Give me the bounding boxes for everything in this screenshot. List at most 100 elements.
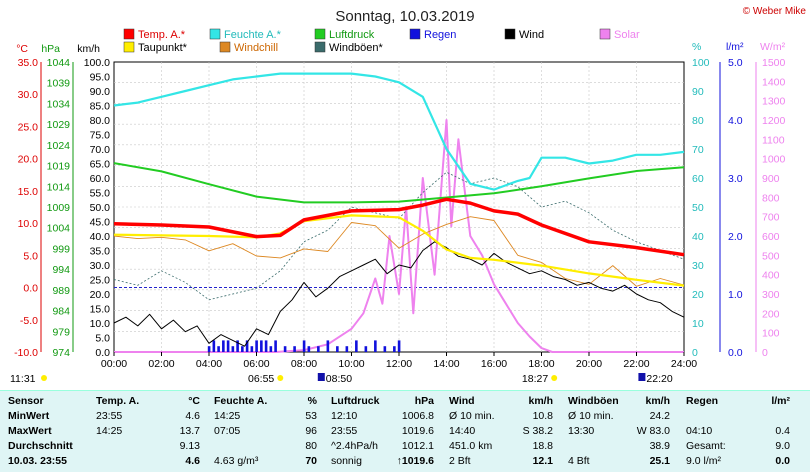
rain-bar: [364, 346, 368, 352]
temp-time: 23:55: [96, 410, 123, 422]
rain-bar: [326, 340, 330, 352]
rain-bar: [397, 340, 401, 352]
x-axis: 00:00 02:00 04:00 06:00 08:00 10:00 12:00 14:00…: [101, 352, 697, 370]
rain-value: 0.4: [775, 425, 790, 437]
x-tick-label: 10:00: [338, 358, 364, 370]
chart-title: Sonntag, 10.03.2019: [335, 8, 474, 25]
series-solar: [114, 119, 684, 353]
header-wind-unit: km/h: [528, 395, 553, 407]
left-axes: °C 35.0 30.0 25.0 20.0 15.0 10.0 5.0 0.0 -5.0 -10.…: [14, 43, 110, 359]
legend-swatch: [123, 41, 135, 53]
rain-value: 0.0: [775, 455, 790, 467]
tick-label: 95.0: [90, 72, 111, 84]
rain-bar: [226, 340, 230, 352]
tick-label: 70.0: [90, 144, 111, 156]
tick-label: 0: [692, 347, 698, 359]
x-tick-label: 02:00: [148, 358, 174, 370]
rain-a: 04:10: [686, 425, 713, 437]
header-temp: Temp. A.: [96, 395, 140, 407]
x-tick-label: 20:00: [576, 358, 602, 370]
tick-label: 1.0: [728, 289, 743, 301]
axis-unit: W/m²: [760, 41, 786, 53]
x-tick-label: 06:00: [243, 358, 269, 370]
temp-value: 4.6: [185, 455, 200, 467]
series-windb-en: [113, 171, 685, 301]
axis-unit: l/m²: [726, 41, 744, 53]
tick-label: 1500: [762, 57, 786, 69]
tick-label: -10.0: [14, 347, 38, 359]
sunset-icon: [551, 375, 558, 381]
legend-label: Taupunkt*: [138, 42, 188, 54]
daylength-label: 11:31: [10, 373, 36, 385]
gust-value: 25.1: [649, 455, 670, 467]
tick-label: 400: [762, 270, 780, 282]
series-feuchte-a: [113, 72, 685, 191]
tick-label: 60: [692, 173, 704, 185]
tick-label: 1100: [762, 134, 785, 146]
press-time: 12:10: [331, 410, 358, 422]
tick-label: 300: [762, 289, 780, 301]
legend-swatch: [314, 41, 326, 53]
tick-label: 989: [52, 285, 70, 297]
x-tick-label: 18:00: [528, 358, 554, 370]
tick-label: 80.0: [90, 115, 111, 127]
tick-label: 55.0: [90, 188, 111, 200]
tick-label: 4.0: [728, 115, 743, 127]
legend-label: Luftdruck: [329, 29, 375, 41]
x-tick-label: 00:00: [101, 358, 127, 370]
tick-label: 25.0: [18, 121, 39, 133]
temp-time: 14:25: [96, 425, 123, 437]
tick-label: 984: [52, 306, 70, 318]
tick-label: 30: [692, 260, 704, 272]
header-gust-unit: km/h: [645, 395, 670, 407]
tick-label: 1400: [762, 76, 786, 88]
axis-unit: %: [692, 41, 701, 53]
temp-value: 9.13: [179, 440, 200, 452]
tick-label: 80: [692, 115, 704, 127]
rain-bar: [207, 346, 211, 352]
header-sensor: Sensor: [8, 395, 44, 407]
rain-bar: [345, 346, 349, 352]
tick-label: 70: [692, 144, 704, 156]
hum-value: 80: [305, 440, 317, 452]
tick-label: 20: [692, 289, 704, 301]
tick-label: 90.0: [90, 86, 111, 98]
sunrise-icon: [277, 375, 284, 381]
moonrise-icon: [317, 373, 325, 381]
tick-label: 45.0: [90, 217, 111, 229]
tick-label: 90: [692, 86, 704, 98]
x-tick-label: 08:00: [291, 358, 317, 370]
x-tick-label: 04:00: [196, 358, 222, 370]
rain-bar: [307, 346, 311, 352]
row-label: MinWert: [8, 410, 50, 422]
header-hum-unit: %: [307, 395, 317, 407]
moonrise-label: 08:50: [326, 373, 352, 385]
gust-value: 38.9: [649, 440, 670, 452]
header-press: Luftdruck: [331, 395, 380, 407]
tick-label: -5.0: [20, 315, 38, 327]
legend-swatch: [504, 28, 516, 40]
weather-chart: Sonntag, 10.03.2019 © Weber Mike Temp. A…: [10, 6, 807, 385]
legend-swatch: [209, 28, 221, 40]
row-label: Durchschnitt: [8, 440, 73, 452]
tick-label: 10.0: [90, 318, 111, 330]
tick-label: 50: [692, 202, 704, 214]
header-hum: Feuchte A.: [214, 395, 268, 407]
tick-label: 0: [762, 347, 768, 359]
copyright: © Weber Mike: [743, 6, 807, 17]
x-tick-label: 22:00: [623, 358, 649, 370]
tick-label: 5.0: [23, 250, 38, 262]
tick-label: 1000: [762, 154, 786, 166]
rain-bar: [293, 346, 296, 352]
tick-label: 1019: [47, 161, 71, 173]
gust-value: 24.2: [649, 410, 670, 422]
press-time: 23:55: [331, 425, 358, 437]
hum-time: 4.63 g/m³: [214, 455, 259, 467]
rain-bar: [317, 346, 320, 352]
press-time: sonnig: [331, 455, 362, 467]
press-value: 1012.1: [401, 440, 434, 452]
legend-label: Feuchte A.*: [224, 29, 282, 41]
tick-label: 20.0: [18, 154, 39, 166]
legend-label: Temp. A.*: [138, 29, 186, 41]
header-press-unit: hPa: [414, 395, 434, 407]
